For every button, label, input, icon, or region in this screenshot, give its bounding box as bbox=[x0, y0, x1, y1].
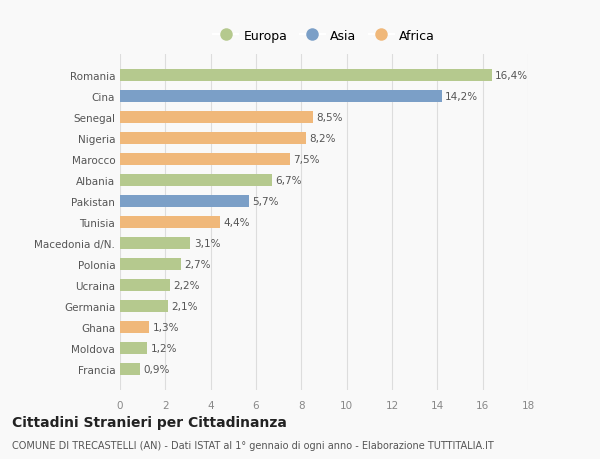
Bar bbox=[120, 217, 220, 229]
Bar bbox=[120, 238, 190, 249]
Bar bbox=[120, 91, 442, 103]
Bar bbox=[120, 133, 306, 145]
Text: 5,7%: 5,7% bbox=[253, 197, 279, 207]
Text: 6,7%: 6,7% bbox=[275, 176, 302, 186]
Bar bbox=[120, 196, 249, 207]
Bar bbox=[120, 322, 149, 333]
Text: COMUNE DI TRECASTELLI (AN) - Dati ISTAT al 1° gennaio di ogni anno - Elaborazion: COMUNE DI TRECASTELLI (AN) - Dati ISTAT … bbox=[12, 440, 494, 450]
Text: 8,5%: 8,5% bbox=[316, 113, 343, 123]
Bar bbox=[120, 301, 167, 312]
Text: 2,1%: 2,1% bbox=[171, 302, 197, 311]
Bar bbox=[120, 175, 272, 186]
Bar bbox=[120, 259, 181, 270]
Text: 7,5%: 7,5% bbox=[293, 155, 320, 165]
Text: 8,2%: 8,2% bbox=[309, 134, 336, 144]
Text: 3,1%: 3,1% bbox=[194, 239, 220, 248]
Text: 14,2%: 14,2% bbox=[445, 92, 478, 102]
Bar bbox=[120, 364, 140, 375]
Text: 1,2%: 1,2% bbox=[151, 343, 177, 353]
Text: 2,2%: 2,2% bbox=[173, 280, 200, 291]
Text: Cittadini Stranieri per Cittadinanza: Cittadini Stranieri per Cittadinanza bbox=[12, 415, 287, 429]
Text: 4,4%: 4,4% bbox=[223, 218, 250, 228]
Legend: Europa, Asia, Africa: Europa, Asia, Africa bbox=[208, 24, 439, 47]
Text: 0,9%: 0,9% bbox=[144, 364, 170, 374]
Text: 1,3%: 1,3% bbox=[153, 322, 179, 332]
Bar bbox=[120, 154, 290, 166]
Bar bbox=[120, 112, 313, 123]
Bar bbox=[120, 70, 492, 82]
Bar bbox=[120, 342, 147, 354]
Bar bbox=[120, 280, 170, 291]
Text: 16,4%: 16,4% bbox=[495, 71, 528, 81]
Text: 2,7%: 2,7% bbox=[185, 259, 211, 269]
